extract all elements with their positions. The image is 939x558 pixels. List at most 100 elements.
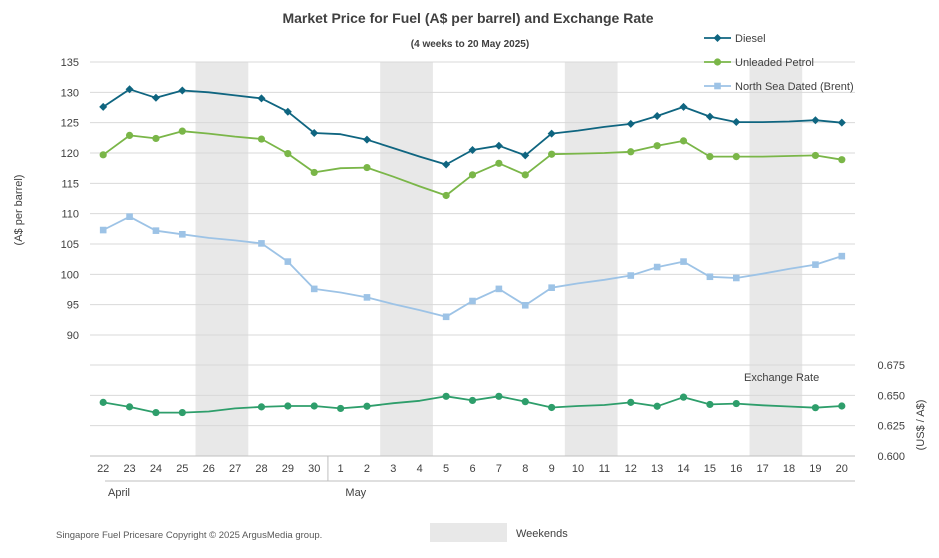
right-tick-label: 0.625 xyxy=(877,421,905,433)
exchange-rate-point xyxy=(125,403,134,411)
left-tick-label: 120 xyxy=(61,148,79,160)
x-tick-label: 26 xyxy=(203,463,215,475)
diesel-point xyxy=(178,86,187,95)
unleaded-petrol-point xyxy=(442,191,450,200)
unleaded-petrol-point xyxy=(706,153,714,161)
exchange-rate-point xyxy=(732,399,740,408)
diesel-point xyxy=(732,118,741,127)
legend-label: North Sea Dated (Brent) xyxy=(735,81,854,93)
unleaded-petrol-point xyxy=(653,142,661,150)
exchange-rate-point xyxy=(257,403,266,411)
x-tick-label: 5 xyxy=(443,463,449,475)
unleaded-petrol-point xyxy=(363,163,371,172)
unleaded-petrol-point xyxy=(679,137,688,145)
left-tick-label: 90 xyxy=(67,330,79,342)
north-sea-dated-brent-point xyxy=(548,284,555,291)
north-sea-dated-brent-point xyxy=(442,313,450,321)
diesel-point xyxy=(679,102,688,111)
chart-subtitle: (4 weeks to 20 May 2025) xyxy=(411,39,529,50)
diesel-point xyxy=(442,160,451,169)
north-sea-dated-brent-point xyxy=(838,252,846,260)
weekend-band xyxy=(749,62,803,456)
x-tick-label: 18 xyxy=(783,463,795,475)
unleaded-petrol-point xyxy=(468,171,477,179)
diesel-point xyxy=(494,141,503,150)
legend-item-north-sea-dated-brent: North Sea Dated (Brent) xyxy=(704,81,854,93)
right-axis-label: (US$ / A$) xyxy=(915,400,927,451)
exchange-rate-point xyxy=(310,402,318,410)
series-lines xyxy=(99,85,846,417)
weekend-legend-swatch xyxy=(430,523,507,542)
north-sea-dated-brent-point xyxy=(310,285,318,293)
legend-marker xyxy=(714,82,721,90)
diesel-point xyxy=(705,112,714,121)
series-north-sea-dated-brent xyxy=(99,213,846,321)
legend: Diesel Unleaded Petrol North Sea Dated (Br… xyxy=(704,33,854,93)
diesel-point xyxy=(521,151,530,160)
exchange-rate-point xyxy=(627,398,635,406)
left-tick-label: 115 xyxy=(61,178,79,190)
north-sea-dated-brent-point xyxy=(469,297,476,305)
weekend-band xyxy=(564,62,618,456)
diesel-point xyxy=(310,128,319,137)
unleaded-petrol-point xyxy=(99,151,107,159)
exchange-rate-point xyxy=(178,408,186,417)
diesel-point xyxy=(283,107,292,116)
series-exchange-rate xyxy=(99,392,846,417)
diesel-point xyxy=(151,93,160,102)
chart-title: Market Price for Fuel (A$ per barrel) an… xyxy=(282,10,653,26)
x-tick-label: 10 xyxy=(572,463,584,475)
unleaded-petrol-point xyxy=(257,135,266,143)
right-tick-label: 0.600 xyxy=(877,451,905,463)
x-tick-label: 27 xyxy=(229,463,241,475)
unleaded-petrol-point xyxy=(178,127,186,135)
unleaded-petrol-point xyxy=(521,171,529,179)
exchange-rate-point xyxy=(838,402,846,410)
exchange-rate-point xyxy=(442,392,450,400)
legend-item-unleaded-petrol: Unleaded Petrol xyxy=(704,57,814,69)
exchange-rate-point xyxy=(653,402,661,410)
weekend-legend-label: Weekends xyxy=(516,528,568,540)
legend-item-diesel: Diesel xyxy=(704,33,766,45)
diesel-point xyxy=(547,129,556,138)
north-sea-dated-brent-point xyxy=(653,263,661,271)
x-tick-label: 1 xyxy=(338,463,344,475)
exchange-rate-point xyxy=(99,398,107,406)
left-axis-ticks: 90 95 100 105 110 115 120 125 130 135 xyxy=(61,57,79,342)
weekend-bands xyxy=(195,62,803,456)
x-tick-label: 17 xyxy=(757,463,769,475)
right-tick-label: 0.650 xyxy=(877,390,905,402)
left-tick-label: 135 xyxy=(61,57,79,69)
legend-marker xyxy=(713,34,722,42)
exchange-rate-point xyxy=(548,403,556,412)
x-tick-label: 16 xyxy=(730,463,742,475)
exchange-rate-point xyxy=(706,400,714,409)
unleaded-petrol-point xyxy=(495,159,503,167)
exchange-rate-point xyxy=(152,408,160,417)
exchange-rate-point xyxy=(468,396,477,405)
x-tick-label: 12 xyxy=(625,463,637,475)
x-tick-label: 19 xyxy=(809,463,821,475)
left-tick-label: 125 xyxy=(61,118,79,130)
x-tick-label: 7 xyxy=(496,463,502,475)
weekend-band xyxy=(380,62,433,456)
north-sea-dated-brent-point xyxy=(495,285,503,293)
diesel-point xyxy=(837,118,846,127)
x-tick-label: 20 xyxy=(836,463,848,475)
diesel-point xyxy=(257,94,266,103)
right-tick-label: 0.675 xyxy=(877,360,905,372)
x-tick-label: 28 xyxy=(255,463,267,475)
x-tick-label: 13 xyxy=(651,463,663,475)
exchange-rate-annotation: Exchange Rate xyxy=(744,372,819,384)
exchange-rate-point xyxy=(811,404,820,412)
month-label: May xyxy=(345,487,366,499)
series-diesel xyxy=(99,85,846,169)
unleaded-petrol-point xyxy=(125,131,134,140)
right-axis-ticks: 0.600 0.625 0.650 0.675 xyxy=(877,360,905,463)
north-sea-dated-brent-point xyxy=(680,258,687,265)
unleaded-petrol-point xyxy=(732,153,740,161)
diesel-point xyxy=(468,145,477,154)
unleaded-petrol-point xyxy=(284,150,292,158)
x-axis-ticks: 22 23 24 25 26 27 28 29 30 1 2 3 4 5 6 7 8 9 10 11 12 13 14 15 1… xyxy=(97,463,848,499)
x-tick-label: 22 xyxy=(97,463,109,475)
